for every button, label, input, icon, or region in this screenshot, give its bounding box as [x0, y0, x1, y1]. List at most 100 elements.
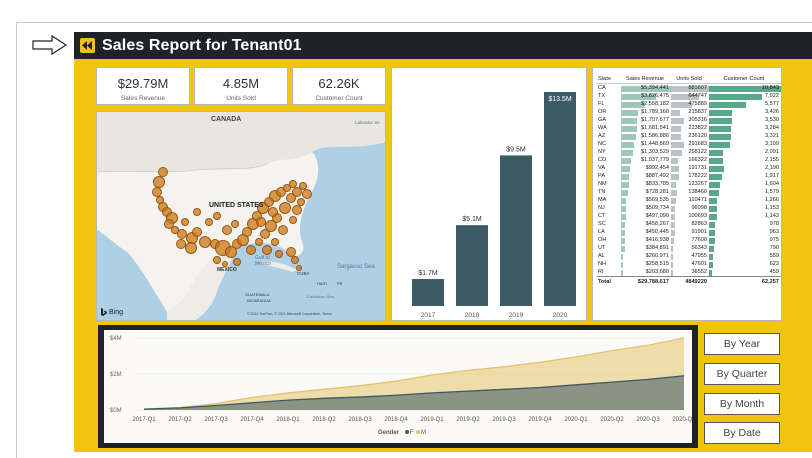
map-bubble[interactable] [255, 238, 263, 246]
state-table-card[interactable]: State Sales Revenue Units Sold Customer … [592, 67, 782, 321]
table-row[interactable]: OR $1,789,160 215837 3,426 [597, 108, 781, 116]
map-bubble[interactable] [158, 167, 168, 177]
map-bubble[interactable] [289, 180, 297, 188]
map-bubble[interactable] [286, 247, 296, 257]
map-bubble[interactable] [297, 198, 305, 206]
table-cell: 236120 [671, 133, 709, 140]
bar-2019[interactable] [500, 155, 532, 306]
table-row[interactable]: TN $728,281 138460 1,579 [597, 188, 781, 196]
map-bubble[interactable] [271, 238, 279, 246]
kpi-sales-revenue[interactable]: $29.79M Sales Revenue [96, 67, 190, 105]
header-state[interactable]: State [598, 75, 612, 82]
area-chart-card[interactable]: $4M $2M $0M 2017-Q1 2017-Q2 2017-Q3 2017-Q4 201… [104, 330, 696, 443]
table-row[interactable]: PA $887,492 178222 1,917 [597, 172, 781, 180]
kpi-customer-count[interactable]: 62.26K Customer Count [292, 67, 386, 105]
map-bubble[interactable] [213, 212, 221, 220]
header-units-sold[interactable]: Units Sold [676, 75, 702, 82]
map-bubble[interactable] [222, 261, 228, 267]
cell-text: 978 [769, 221, 779, 227]
bar-2020[interactable] [544, 92, 576, 306]
map-bubble[interactable] [256, 217, 266, 227]
table-row[interactable]: LA $450,445 91901 963 [597, 228, 781, 236]
map-bubble[interactable] [275, 250, 283, 258]
cell-text: 963 [769, 229, 779, 235]
map-bubble[interactable] [205, 218, 213, 226]
table-row[interactable]: OH $416,938 77600 975 [597, 236, 781, 244]
map-bubble[interactable] [279, 202, 291, 214]
table-row[interactable]: UT $384,891 56343 790 [597, 244, 781, 252]
table-row[interactable]: GA $1,707,677 305316 3,530 [597, 116, 781, 124]
map-bubble[interactable] [193, 208, 201, 216]
map-bubble[interactable] [181, 218, 189, 226]
legend-label[interactable]: M [421, 430, 426, 436]
legend-marker[interactable] [416, 430, 420, 434]
table-row[interactable]: NH $258,515 47601 623 [597, 260, 781, 268]
table-row[interactable]: WA $1,681,541 223822 3,284 [597, 124, 781, 132]
map-bubble[interactable] [283, 184, 291, 192]
table-row[interactable]: AL $260,971 47955 559 [597, 252, 781, 260]
table-row[interactable]: CT $497,090 100693 1,143 [597, 212, 781, 220]
map-bubble[interactable] [291, 256, 299, 264]
table-row[interactable]: TX $3,826,475 644747 7,922 [597, 92, 781, 100]
table-cell: NJ [597, 205, 621, 211]
map-bubble[interactable] [231, 220, 239, 228]
map-bubble[interactable] [262, 245, 272, 255]
map-bubble[interactable] [222, 225, 232, 235]
legend-label[interactable]: F [410, 430, 414, 436]
table-row[interactable]: FL $2,558,182 475889 5,577 [597, 100, 781, 108]
cell-text: 459 [769, 269, 779, 275]
by-month-button[interactable]: By Month [704, 393, 780, 415]
table-cell: AZ [597, 133, 621, 139]
map-bubble[interactable] [302, 189, 312, 199]
map-bubble[interactable] [260, 229, 270, 239]
bar-2018[interactable] [456, 225, 488, 306]
map-bubble[interactable] [225, 246, 237, 258]
table-row[interactable]: CA $5,394,441 881607 10,843 [597, 84, 781, 92]
map-bubble[interactable] [164, 219, 174, 229]
map-bubble[interactable] [292, 187, 302, 197]
table-cell: PA [597, 173, 621, 179]
by-year-button[interactable]: By Year [704, 333, 780, 355]
map-bubble[interactable] [276, 187, 286, 197]
map-bubble[interactable] [176, 239, 186, 249]
by-quarter-button[interactable]: By Quarter [704, 363, 780, 385]
table-row[interactable]: AZ $1,586,886 236120 3,321 [597, 132, 781, 140]
bar-2017[interactable] [412, 279, 444, 306]
table-row[interactable]: SC $458,267 82863 978 [597, 220, 781, 228]
cell-data-bar [621, 158, 631, 164]
by-date-button[interactable]: By Date [704, 422, 780, 444]
map-bubble[interactable] [242, 227, 252, 237]
header-customer-count[interactable]: Customer Count [723, 75, 765, 82]
table-row[interactable]: CO $1,037,779 166322 2,155 [597, 156, 781, 164]
table-row[interactable]: VA $992,454 191731 2,190 [597, 164, 781, 172]
cell-text: $1,303,529 [641, 149, 669, 155]
table-row[interactable]: NJ $509,734 96098 1,153 [597, 204, 781, 212]
back-icon[interactable] [80, 38, 95, 53]
map-bubble[interactable] [192, 227, 202, 237]
table-row[interactable]: NY $1,303,529 258122 2,091 [597, 148, 781, 156]
x-tick-label: 2020-Q1 [564, 417, 588, 423]
map-bubble[interactable] [292, 205, 302, 215]
area-series-F[interactable] [144, 375, 684, 410]
map-visual[interactable]: CANADA UNITED STATES MEXICO Gulf of Mexi… [96, 111, 386, 321]
map-bubble[interactable] [289, 216, 297, 224]
map-bubble[interactable] [246, 245, 256, 255]
table-row[interactable]: NC $1,448,869 291683 3,109 [597, 140, 781, 148]
table-cell: 2,091 [709, 149, 781, 156]
map-bubble[interactable] [268, 207, 278, 217]
cell-text: AZ [598, 133, 606, 139]
header-sales-revenue[interactable]: Sales Revenue [626, 75, 664, 82]
map-bubble[interactable] [286, 193, 296, 203]
map-bubble[interactable] [233, 258, 241, 266]
table-row[interactable]: RI $203,680 36552 459 [597, 268, 781, 276]
map-bubble[interactable] [185, 242, 197, 254]
table-row[interactable]: NM $833,785 123267 1,604 [597, 180, 781, 188]
map-bubble[interactable] [296, 265, 302, 271]
bar-chart-card[interactable]: $1.7M 2017 $5.1M 2018 $9.5M 2019 $13.5M 2020 [391, 67, 587, 321]
map-bubble[interactable] [213, 256, 221, 264]
kpi-units-sold[interactable]: 4.85M Units Sold [194, 67, 288, 105]
pointer-arrow-icon [32, 35, 68, 55]
table-row[interactable]: MA $569,535 110471 1,266 [597, 196, 781, 204]
legend-marker[interactable] [405, 430, 409, 434]
map-bubble[interactable] [278, 225, 288, 235]
